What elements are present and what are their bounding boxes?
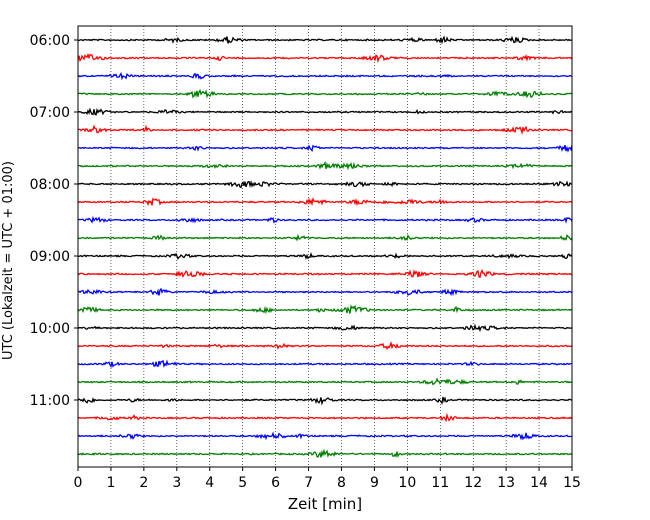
seismogram-trace (77, 35, 573, 45)
seismogram-trace (77, 396, 573, 406)
seismogram-trace (77, 180, 573, 189)
x-axis-ticks: 0 1 2 3 4 5 6 7 8 9 10 11 12 13 14 15 (74, 467, 581, 491)
seismogram-trace (77, 412, 573, 423)
x-tick-label: 14 (530, 475, 548, 491)
x-tick-label: 2 (139, 475, 148, 491)
y-tick-label: 11:00 (30, 393, 70, 409)
traces (77, 35, 573, 458)
x-tick-label: 15 (563, 475, 581, 491)
seismogram-trace (77, 359, 573, 369)
seismogram-trace (77, 323, 573, 333)
x-tick-label: 4 (205, 475, 214, 491)
x-tick-label: 0 (74, 475, 83, 491)
seismogram-trace (78, 252, 573, 261)
x-tick-label: 10 (398, 475, 416, 491)
seismogram-trace (77, 160, 573, 171)
x-tick-label: 6 (271, 475, 280, 491)
seismogram-trace (77, 304, 573, 315)
seismogram-trace (77, 215, 573, 224)
x-tick-label: 5 (238, 475, 247, 491)
seismogram-trace (77, 144, 573, 153)
y-axis-ticks: 06:00 07:00 08:00 09:00 10:00 11:00 (30, 33, 78, 409)
x-tick-label: 9 (370, 475, 379, 491)
x-tick-label: 13 (497, 475, 515, 491)
seismogram-trace (77, 431, 573, 441)
seismogram-trace (77, 124, 573, 135)
x-tick-label: 11 (431, 475, 449, 491)
x-tick-label: 8 (337, 475, 346, 491)
y-tick-label: 08:00 (30, 177, 70, 193)
seismogram-trace (77, 88, 573, 99)
plot-frame (77, 25, 573, 468)
x-tick-label: 1 (106, 475, 115, 491)
x-tick-label: 12 (464, 475, 482, 491)
seismogram-trace (77, 268, 573, 279)
seismogram-trace (77, 52, 573, 64)
y-tick-label: 07:00 (30, 105, 70, 121)
seismogram-trace (77, 233, 573, 242)
x-tick-label: 3 (172, 475, 181, 491)
seismogram-trace (77, 377, 573, 386)
seismogram-trace (77, 287, 573, 297)
seismogram-trace (77, 341, 573, 351)
seismogram-trace (77, 72, 573, 81)
seismogram-trace (77, 197, 573, 207)
x-tick-label: 7 (304, 475, 313, 491)
y-tick-label: 06:00 (30, 33, 70, 49)
x-axis-label: Zeit [min] (288, 495, 362, 513)
seismogram-trace (77, 448, 573, 458)
seismogram-trace (77, 107, 573, 116)
y-tick-label: 10:00 (30, 321, 70, 337)
y-axis-label: UTC (Lokalzeit = UTC + 01:00) (1, 161, 16, 360)
y-tick-label: 09:00 (30, 249, 70, 265)
